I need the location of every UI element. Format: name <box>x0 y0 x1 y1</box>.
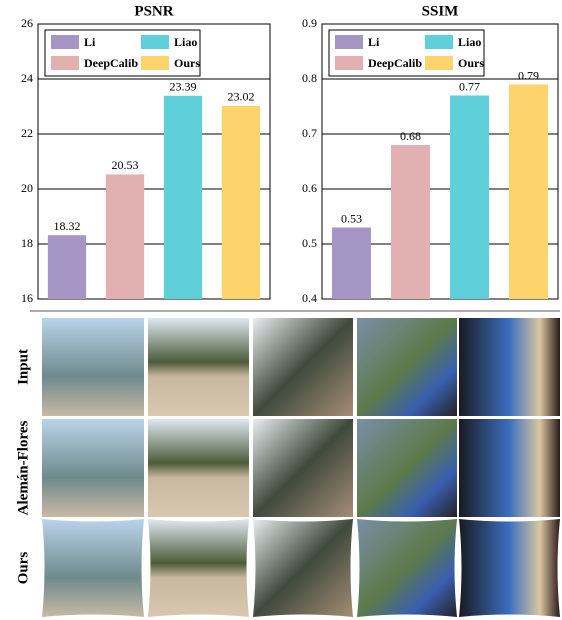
result-image <box>253 519 353 617</box>
y-tick-label: 0.8 <box>302 71 317 85</box>
y-tick-label: 18 <box>21 236 33 250</box>
legend-label: Li <box>368 35 380 49</box>
legend-swatch <box>425 56 453 70</box>
bar <box>391 145 430 299</box>
value-label: 23.39 <box>170 80 197 94</box>
legend-swatch <box>51 35 79 49</box>
input-image <box>253 318 353 416</box>
legend-swatch <box>425 35 453 49</box>
chart-title: PSNR <box>134 3 173 19</box>
y-tick-label: 0.6 <box>302 181 317 195</box>
baseline-image <box>148 419 249 517</box>
baseline-image <box>42 419 144 517</box>
row-label: Ours <box>15 552 31 585</box>
value-label: 20.53 <box>112 158 139 172</box>
baseline-image <box>253 419 353 517</box>
value-label: 0.53 <box>341 211 362 225</box>
legend-label: Liao <box>174 35 197 49</box>
result-image <box>459 519 560 617</box>
input-image <box>357 318 457 416</box>
value-label: 18.32 <box>54 219 81 233</box>
baseline-image <box>357 419 457 517</box>
input-image <box>148 318 249 416</box>
bar <box>106 174 144 299</box>
result-image <box>148 519 249 617</box>
y-tick-label: 26 <box>21 16 33 30</box>
legend-label: Ours <box>458 56 484 70</box>
legend-label: DeepCalib <box>84 56 138 70</box>
page: Input Alemán-Flores Ours PSNR 16 18 20 22 24 26 1… <box>0 0 562 620</box>
legend-swatch <box>141 56 169 70</box>
bar <box>509 85 548 300</box>
y-tick-label: 0.7 <box>302 126 317 140</box>
legend-label: Ours <box>174 56 200 70</box>
y-tick-label: 0.5 <box>302 236 317 250</box>
input-image <box>42 318 144 416</box>
y-tick-label: 0.9 <box>302 16 317 30</box>
chart-title: SSIM <box>422 3 459 19</box>
value-label: 0.77 <box>459 79 480 93</box>
bar <box>450 96 489 300</box>
bar <box>332 228 371 300</box>
legend-label: DeepCalib <box>368 56 422 70</box>
row-label: Input <box>15 349 31 385</box>
value-label: 0.68 <box>400 129 421 143</box>
result-image <box>357 519 457 617</box>
row-label: Alemán-Flores <box>15 420 31 515</box>
input-image <box>459 318 560 416</box>
figure: Input Alemán-Flores Ours PSNR 16 18 20 22 24 26 1… <box>0 0 562 620</box>
legend-label: Li <box>84 35 96 49</box>
y-tick-label: 24 <box>21 71 33 85</box>
value-label: 0.79 <box>518 68 539 82</box>
y-tick-label: 16 <box>21 291 33 305</box>
value-label: 23.02 <box>228 90 255 104</box>
y-tick-label: 20 <box>21 181 33 195</box>
bar <box>48 235 86 299</box>
result-image <box>42 519 144 617</box>
legend-swatch <box>51 56 79 70</box>
y-tick-label: 22 <box>21 126 33 140</box>
legend-swatch <box>335 35 363 49</box>
baseline-image <box>459 419 560 517</box>
legend-swatch <box>335 56 363 70</box>
y-tick-label: 0.4 <box>302 291 317 305</box>
legend-label: Liao <box>458 35 481 49</box>
image-grid: Input Alemán-Flores Ours <box>15 318 560 617</box>
bar <box>222 106 260 299</box>
bar <box>164 96 202 299</box>
legend-swatch <box>141 35 169 49</box>
